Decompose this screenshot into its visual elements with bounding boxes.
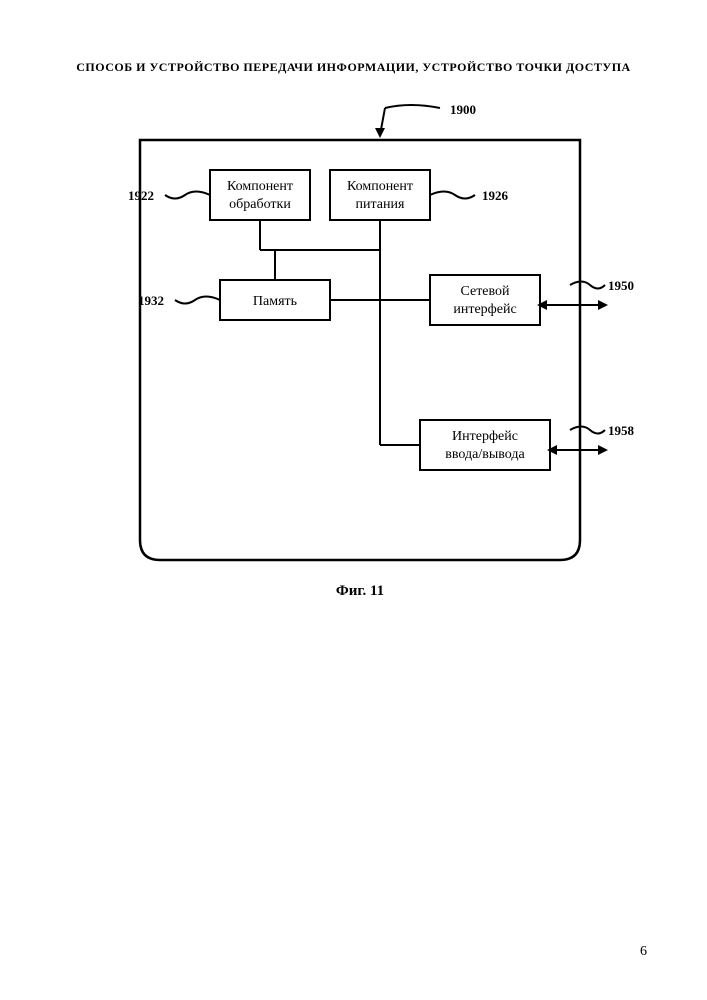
node-power-line2: питания [356, 197, 405, 212]
page-title: СПОСОБ И УСТРОЙСТВО ПЕРЕДАЧИ ИНФОРМАЦИИ,… [0, 60, 707, 75]
ref-1922-label: 1922 [128, 188, 154, 203]
ref-1950: 1950 [537, 278, 634, 310]
node-network-line2: интерфейс [453, 302, 516, 317]
ref-1932: 1932 [138, 293, 220, 308]
block-diagram: 1900 Компонент обработки 1922 Компонент … [80, 100, 640, 620]
page-number: 6 [640, 944, 647, 960]
node-memory-line1: Память [253, 294, 297, 309]
ref-1926-label: 1926 [482, 188, 509, 203]
node-processing: Компонент обработки [210, 170, 310, 220]
node-memory: Память [220, 280, 330, 320]
ref-1926: 1926 [430, 188, 509, 203]
node-power-line1: Компонент [347, 179, 413, 194]
ref-1932-label: 1932 [138, 293, 164, 308]
ref-1958: 1958 [547, 423, 635, 455]
node-processing-line1: Компонент [227, 179, 293, 194]
ref-1950-label: 1950 [608, 278, 634, 293]
node-io: Интерфейс ввода/вывода [420, 420, 550, 470]
node-processing-line2: обработки [229, 197, 291, 212]
node-io-line2: ввода/вывода [445, 447, 525, 462]
outer-ref-arrow: 1900 [375, 102, 476, 138]
ref-1958-label: 1958 [608, 423, 635, 438]
node-power: Компонент питания [330, 170, 430, 220]
edges [260, 220, 430, 445]
node-network-line1: Сетевой [460, 284, 510, 299]
node-io-line1: Интерфейс [452, 429, 518, 444]
ref-1922: 1922 [128, 188, 210, 203]
node-network: Сетевой интерфейс [430, 275, 540, 325]
outer-ref-label: 1900 [450, 102, 476, 117]
figure-label: Фиг. 11 [336, 583, 384, 599]
